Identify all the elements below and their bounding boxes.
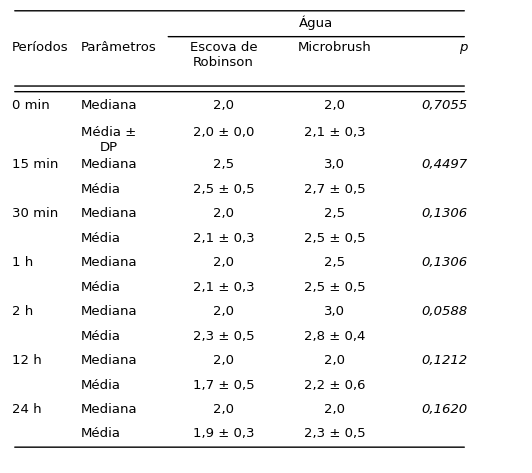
- Text: 2,5: 2,5: [213, 158, 234, 171]
- Text: 2,0: 2,0: [213, 305, 234, 318]
- Text: 0,1212: 0,1212: [421, 354, 467, 367]
- Text: 2,1 ± 0,3: 2,1 ± 0,3: [304, 125, 365, 139]
- Text: 2,5: 2,5: [324, 207, 345, 220]
- Text: Mediana: Mediana: [81, 207, 137, 220]
- Text: Períodos: Períodos: [12, 41, 69, 54]
- Text: Mediana: Mediana: [81, 305, 137, 318]
- Text: Parâmetros: Parâmetros: [81, 41, 156, 54]
- Text: Média: Média: [81, 280, 121, 294]
- Text: Microbrush: Microbrush: [298, 41, 372, 54]
- Text: 2,5 ± 0,5: 2,5 ± 0,5: [193, 183, 254, 196]
- Text: p: p: [459, 41, 467, 54]
- Text: 2,0: 2,0: [213, 207, 234, 220]
- Text: 0,1620: 0,1620: [421, 403, 467, 416]
- Text: 2,0: 2,0: [213, 256, 234, 269]
- Text: Mediana: Mediana: [81, 403, 137, 416]
- Text: Água: Água: [299, 16, 334, 30]
- Text: 15 min: 15 min: [12, 158, 59, 171]
- Text: 2 h: 2 h: [12, 305, 33, 318]
- Text: 2,1 ± 0,3: 2,1 ± 0,3: [193, 280, 254, 294]
- Text: 0,1306: 0,1306: [421, 207, 467, 220]
- Text: Mediana: Mediana: [81, 99, 137, 112]
- Text: 2,0: 2,0: [213, 99, 234, 112]
- Text: 2,2 ± 0,6: 2,2 ± 0,6: [304, 378, 365, 392]
- Text: 2,8 ± 0,4: 2,8 ± 0,4: [304, 330, 365, 342]
- Text: 2,3 ± 0,5: 2,3 ± 0,5: [193, 330, 254, 342]
- Text: 2,0: 2,0: [325, 354, 345, 367]
- Text: Média: Média: [81, 428, 121, 440]
- Text: 2,0 ± 0,0: 2,0 ± 0,0: [193, 125, 254, 139]
- Text: Média: Média: [81, 232, 121, 245]
- Text: 2,1 ± 0,3: 2,1 ± 0,3: [193, 232, 254, 245]
- Text: 1,7 ± 0,5: 1,7 ± 0,5: [193, 378, 254, 392]
- Text: 12 h: 12 h: [12, 354, 41, 367]
- Text: 3,0: 3,0: [325, 158, 345, 171]
- Text: 2,0: 2,0: [325, 403, 345, 416]
- Text: 2,0: 2,0: [325, 99, 345, 112]
- Text: 0 min: 0 min: [12, 99, 49, 112]
- Text: Mediana: Mediana: [81, 354, 137, 367]
- Text: Média: Média: [81, 378, 121, 392]
- Text: 0,0588: 0,0588: [421, 305, 467, 318]
- Text: 2,7 ± 0,5: 2,7 ± 0,5: [304, 183, 365, 196]
- Text: 1 h: 1 h: [12, 256, 33, 269]
- Text: 24 h: 24 h: [12, 403, 41, 416]
- Text: 2,5 ± 0,5: 2,5 ± 0,5: [304, 232, 365, 245]
- Text: Média: Média: [81, 183, 121, 196]
- Text: 30 min: 30 min: [12, 207, 58, 220]
- Text: Mediana: Mediana: [81, 158, 137, 171]
- Text: 0,4497: 0,4497: [421, 158, 467, 171]
- Text: 0,1306: 0,1306: [421, 256, 467, 269]
- Text: Escova de
Robinson: Escova de Robinson: [190, 41, 257, 70]
- Text: Média ±
DP: Média ± DP: [81, 125, 136, 154]
- Text: 3,0: 3,0: [325, 305, 345, 318]
- Text: Mediana: Mediana: [81, 256, 137, 269]
- Text: 2,5 ± 0,5: 2,5 ± 0,5: [304, 280, 365, 294]
- Text: 2,0: 2,0: [213, 354, 234, 367]
- Text: Média: Média: [81, 330, 121, 342]
- Text: 2,0: 2,0: [213, 403, 234, 416]
- Text: 0,7055: 0,7055: [421, 99, 467, 112]
- Text: 2,5: 2,5: [324, 256, 345, 269]
- Text: 2,3 ± 0,5: 2,3 ± 0,5: [304, 428, 365, 440]
- Text: 1,9 ± 0,3: 1,9 ± 0,3: [193, 428, 254, 440]
